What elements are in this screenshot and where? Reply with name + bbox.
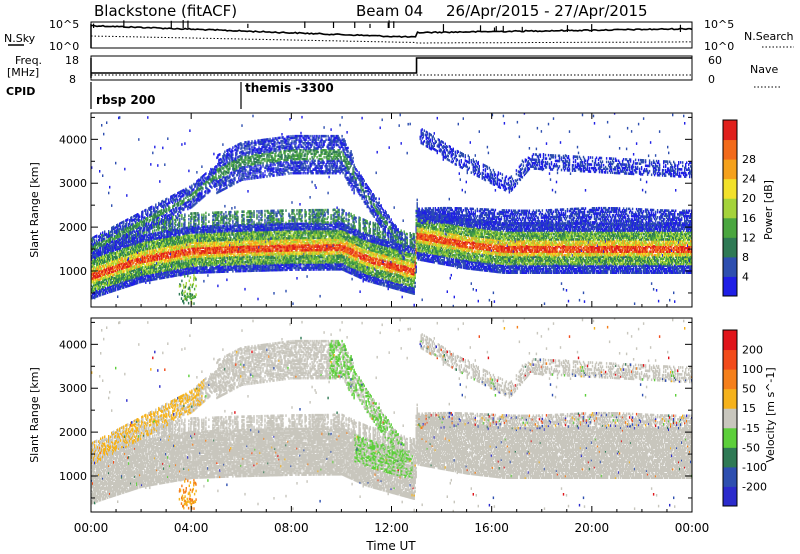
colorbar-tick-label: 200 [742, 344, 763, 357]
freq-left-tick-top: 18 [65, 54, 79, 67]
cpid-program-1: rbsp 200 [96, 93, 155, 107]
cpid-panel: CPID rbsp 200 themis -3300 [6, 81, 334, 109]
colorbar-tick-label: 15 [742, 402, 756, 415]
colorbar-cell [723, 178, 737, 199]
sky-frame [90, 21, 693, 49]
colorbar-cell [723, 237, 737, 258]
x-tick-label: 16:00 [474, 521, 509, 535]
x-tick-label: 12:00 [374, 521, 409, 535]
colorbar-cell [723, 198, 737, 219]
y-tick-label: 2000 [59, 221, 87, 234]
y-tick-label: 1000 [59, 470, 87, 483]
y-tick-label: 1000 [59, 265, 87, 278]
colorbar-tick-label: 28 [742, 153, 756, 166]
sky-right-label: N.Search [744, 30, 794, 43]
y-tick-label: 3000 [59, 177, 87, 190]
cpid-label: CPID [6, 85, 35, 98]
sky-left-label: N.Sky [4, 32, 36, 45]
colorbar-tick-label: 16 [742, 212, 756, 225]
colorbar-tick-label: 12 [742, 231, 756, 244]
power-colorbar-label: Power [dB] [762, 180, 775, 240]
y-tick-label: 2000 [59, 426, 87, 439]
sky-series [90, 20, 693, 48]
colorbar-tick-label: 8 [742, 251, 749, 264]
colorbar-tick-label: -100 [742, 461, 767, 474]
x-tick-label: 00:00 [675, 521, 710, 535]
colorbar-tick-label: 50 [742, 383, 756, 396]
colorbar-cell [723, 486, 737, 507]
time-x-axis: 00:00 04:00 08:00 12:00 16:00 20:00 00:00 [74, 113, 710, 535]
x-tick-label: 04:00 [174, 521, 209, 535]
freq-label-unit: [MHz] [7, 66, 39, 79]
power-panel: 1000 2000 3000 4000 Slant Range [km] 4 8 12 16… [28, 112, 775, 308]
colorbar-cell [723, 447, 737, 468]
colorbar-tick-label: 100 [742, 363, 763, 376]
colorbar-cell [723, 349, 737, 370]
beam-label: Beam 04 [356, 2, 423, 20]
colorbar-tick-label: -200 [742, 480, 767, 493]
colorbar-cell [723, 408, 737, 429]
colorbar-tick-label: -50 [742, 441, 760, 454]
power-heatmap [91, 113, 692, 307]
station-title: Blackstone (fitACF) [94, 2, 237, 20]
freq-line [91, 57, 692, 74]
velocity-panel: 1000 2000 3000 4000 Slant Range [km] 200 100… [28, 317, 777, 513]
colorbar-tick-label: -15 [742, 422, 760, 435]
power-ylabel: Slant Range [km] [28, 162, 41, 258]
colorbar-cell [723, 159, 737, 180]
y-tick-label: 3000 [59, 382, 87, 395]
y-tick-label: 4000 [59, 133, 87, 146]
colorbar-tick-label: 20 [742, 192, 756, 205]
freq-right-label: Nave [750, 63, 778, 76]
freq-series [90, 57, 692, 78]
x-tick-label: 20:00 [575, 521, 610, 535]
sky-left-tick-top: 10^5 [49, 18, 79, 31]
sky-left-tick-bottom: 10^0 [49, 40, 79, 53]
power-y-axis: 1000 2000 3000 4000 [59, 116, 692, 294]
sky-panel: N.Sky 10^5 10^0 10^5 10^0 N.Search [4, 18, 794, 53]
colorbar-cell [723, 388, 737, 409]
freq-label-top: Freq. [15, 54, 42, 67]
colorbar-cell [723, 369, 737, 390]
colorbar-tick-label: 24 [742, 173, 756, 186]
velocity-y-axis: 1000 2000 3000 4000 [59, 321, 692, 499]
nsky-line [90, 24, 693, 39]
cpid-program-2: themis -3300 [245, 81, 334, 95]
colorbar-cell [723, 466, 737, 487]
colorbar-cell [723, 256, 737, 277]
velocity-ylabel: Slant Range [km] [28, 367, 41, 463]
velocity-heatmap [91, 318, 692, 512]
colorbar-cell [723, 139, 737, 160]
sky-right-tick-top: 10^5 [704, 18, 734, 31]
colorbar-cell [723, 120, 737, 141]
colorbar-cell [723, 427, 737, 448]
y-tick-label: 4000 [59, 338, 87, 351]
power-colorbar: 4 8 12 16 20 24 28 [722, 119, 756, 297]
velocity-colorbar: 200 100 50 15 -15 -50 -100 -200 [722, 329, 767, 507]
freq-right-tick-bottom: 0 [708, 73, 715, 86]
freq-right-tick-top: 60 [708, 54, 722, 67]
sky-right-tick-bottom: 10^0 [704, 40, 734, 53]
x-tick-label: 00:00 [74, 521, 109, 535]
colorbar-tick-label: 4 [742, 270, 749, 283]
velocity-colorbar-label: Velocity [m s^-1] [764, 367, 777, 462]
date-range: 26/Apr/2015 - 27/Apr/2015 [446, 2, 648, 20]
colorbar-cell [723, 217, 737, 238]
x-tick-label: 08:00 [274, 521, 309, 535]
freq-panel: Freq. [MHz] 18 8 60 0 Nave [7, 54, 782, 88]
freq-frame [90, 55, 693, 81]
colorbar-cell [723, 330, 737, 351]
freq-left-tick-bottom: 8 [69, 73, 76, 86]
nsearch-line [91, 35, 692, 44]
x-axis-label: Time UT [365, 539, 416, 553]
colorbar-cell [723, 276, 737, 297]
